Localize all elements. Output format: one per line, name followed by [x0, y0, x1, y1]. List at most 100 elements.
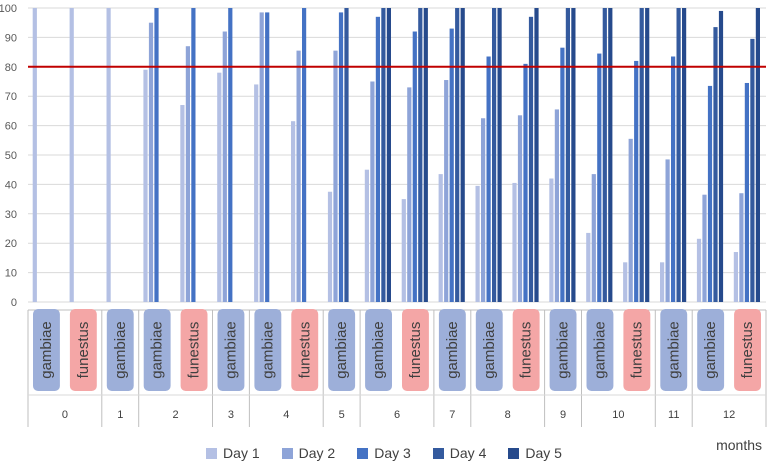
species-label: funestus: [518, 322, 535, 379]
bar-10-funestus-day3: [634, 60, 639, 302]
bar-8-gambiae-day5: [497, 8, 502, 302]
bar-9-gambiae-day4: [565, 8, 570, 302]
species-tile-gambiae: [549, 309, 577, 391]
bar-6-gambiae-day4: [381, 8, 386, 302]
bar-12-gambiae-day2: [702, 194, 707, 302]
legend-item-day2: Day 2: [281, 445, 335, 461]
species-label: gambiae: [555, 321, 572, 379]
month-label: 3: [228, 409, 234, 421]
y-tick-label: 70: [5, 91, 17, 103]
month-label: 9: [560, 409, 566, 421]
bar-9-gambiae-day5: [571, 8, 576, 302]
bar-10-gambiae-day1: [586, 232, 591, 302]
x-axis-label: months: [716, 437, 762, 453]
bar-12-funestus-day4: [750, 38, 755, 303]
bar-2-gambiae-day3: [154, 8, 159, 302]
bar-10-gambiae-day3: [597, 53, 602, 302]
bar-6-gambiae-day3: [375, 16, 380, 302]
bar-2-funestus-day1: [180, 105, 185, 303]
bar-6-gambiae-day2: [370, 81, 375, 302]
bar-10-gambiae-day2: [591, 174, 596, 302]
species-label: gambiae: [444, 321, 461, 379]
bar-6-gambiae-day5: [386, 8, 391, 302]
bar-2-gambiae-day2: [148, 22, 154, 302]
legend-label-day1: Day 1: [223, 445, 260, 461]
y-tick-label: 30: [5, 209, 17, 221]
bar-3-gambiae-day1: [217, 72, 222, 303]
species-tile-gambiae: [586, 309, 614, 391]
bar-4-funestus-day3: [302, 8, 307, 302]
y-axis-ticks: 0 10 20 30 40 50 60 70 80 90 100: [0, 3, 17, 309]
legend-swatch-day5: [508, 447, 520, 459]
species-label: gambiae: [591, 321, 608, 379]
species-tile-gambiae: [217, 309, 245, 391]
legend-item-day1: Day 1: [206, 445, 260, 461]
bar-12-gambiae-day4: [713, 27, 718, 303]
bar-2-gambiae-day1: [143, 69, 148, 303]
legend-item-day3: Day 3: [357, 445, 411, 461]
y-tick-label: 10: [5, 268, 17, 280]
bar-12-funestus-day1: [733, 252, 738, 302]
legend-swatch-day2: [281, 447, 293, 459]
bar-0-funestus-day1: [69, 8, 74, 302]
bar-4-funestus-day1: [291, 121, 296, 302]
bar-10-funestus-day1: [623, 262, 628, 302]
species-tile-gambiae: [33, 309, 60, 391]
species-label: gambiae: [702, 321, 719, 379]
category-axis: gambiae funestus 0 gambiae 1 gambiae funestus 2…: [27, 309, 767, 427]
species-tile-gambiae: [365, 309, 392, 391]
bar-2-funestus-day2: [185, 46, 190, 302]
bar-3-gambiae-day3: [228, 8, 233, 302]
species-tile-gambiae: [254, 309, 282, 391]
bar-9-gambiae-day3: [560, 47, 565, 302]
bar-11-gambiae-day4: [676, 8, 681, 302]
bar-10-funestus-day4: [639, 8, 644, 302]
bar-4-gambiae-day3: [265, 12, 270, 302]
bar-10-funestus-day2: [628, 138, 633, 302]
bar-8-gambiae-day1: [475, 185, 480, 302]
legend-swatch-day4: [432, 447, 444, 459]
bar-5-gambiae-day1: [327, 191, 333, 302]
legend-swatch-day1: [206, 447, 218, 459]
month-label: 12: [723, 409, 735, 421]
species-label: gambiae: [333, 321, 350, 379]
bar-11-gambiae-day5: [682, 8, 687, 302]
species-tile-gambiae: [143, 309, 171, 391]
bar-8-funestus-day4: [528, 16, 534, 302]
bar-12-gambiae-day3: [707, 85, 713, 302]
bar-5-gambiae-day2: [333, 50, 338, 302]
bar-8-funestus-day5: [534, 8, 539, 302]
month-label: 2: [173, 409, 179, 421]
species-label: funestus: [186, 322, 203, 379]
legend-label-day3: Day 3: [374, 445, 411, 461]
species-label: gambiae: [259, 321, 276, 379]
species-label: gambiae: [38, 321, 55, 379]
bar-7-gambiae-day2: [444, 80, 449, 302]
y-tick-label: 40: [5, 179, 17, 191]
species-label: gambiae: [370, 321, 387, 379]
gridlines: [28, 7, 766, 303]
bar-12-gambiae-day5: [718, 10, 724, 302]
month-label: 7: [449, 409, 455, 421]
species-tile-gambiae: [660, 309, 688, 391]
bar-9-gambiae-day1: [549, 178, 554, 302]
legend-label-day4: Day 4: [449, 445, 487, 461]
y-tick-label: 90: [5, 32, 17, 44]
bar-11-gambiae-day1: [660, 262, 665, 302]
bar-6-funestus-day1: [401, 199, 406, 302]
bar-4-gambiae-day1: [254, 84, 259, 302]
bar-11-gambiae-day2: [665, 159, 670, 302]
y-tick-label: 60: [5, 121, 17, 133]
bars: [32, 8, 760, 303]
bar-8-funestus-day3: [523, 63, 528, 302]
month-label: 10: [612, 409, 624, 421]
bar-8-gambiae-day2: [481, 118, 486, 302]
bar-5-gambiae-day3: [338, 12, 344, 302]
bar-7-gambiae-day3: [449, 28, 454, 303]
y-tick-label: 80: [5, 62, 17, 74]
species-tile-gambiae: [328, 309, 356, 391]
bar-12-funestus-day5: [755, 8, 760, 302]
legend-swatch-day3: [357, 447, 369, 459]
bar-6-funestus-day3: [412, 31, 417, 303]
